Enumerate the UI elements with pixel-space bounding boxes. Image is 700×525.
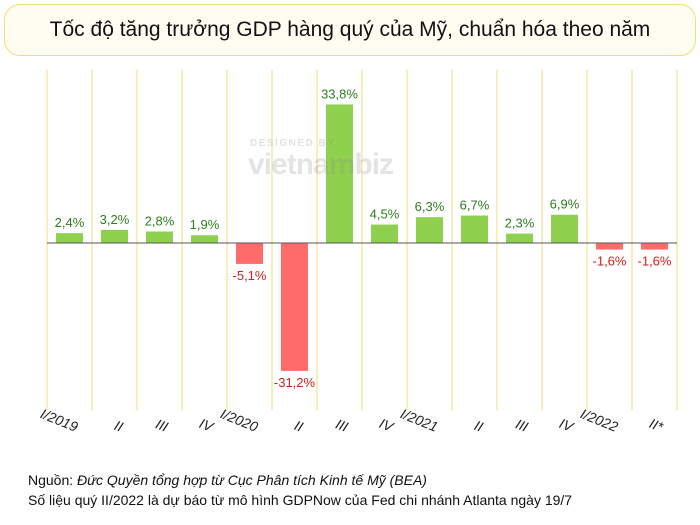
x-tick-label: III (154, 416, 171, 435)
bar (416, 217, 443, 243)
x-tick-label: II (292, 417, 305, 435)
bar (236, 243, 263, 264)
chart-title-box: Tốc độ tăng trưởng GDP hàng quý của Mỹ, … (4, 4, 696, 56)
x-tick-label: III (514, 416, 531, 435)
source-text: Đức Quyền tổng hợp từ Cục Phân tích Kinh… (77, 472, 427, 488)
bar (551, 214, 578, 243)
data-label: 6,9% (550, 197, 580, 212)
chart-area: 2,4% 3,2% 2,8% 1,9% -5,1% -31,2% 33,8% 4,5% 6,3%… (0, 60, 700, 465)
data-label: 1,9% (190, 217, 220, 232)
data-label: -1,6% (593, 254, 627, 269)
source-line: Nguồn: Đức Quyền tổng hợp từ Cục Phân tí… (28, 470, 572, 490)
x-tick-label: III (334, 416, 351, 435)
footnote: Số liệu quý II/2022 là dự báo từ mô hình… (28, 492, 573, 508)
data-label: -5,1% (233, 268, 267, 283)
bar (191, 235, 218, 243)
x-tick-label: I/2022 (578, 405, 620, 434)
bar (596, 243, 623, 250)
bar (56, 233, 83, 243)
x-tick-label: II (472, 417, 485, 435)
bar (146, 231, 173, 243)
source-label: Nguồn: (28, 472, 74, 488)
bar (641, 243, 668, 250)
bar (461, 215, 488, 243)
data-label: 2,3% (505, 216, 535, 231)
bar (101, 229, 128, 243)
x-tick-label: I/2020 (218, 405, 260, 434)
data-label: 6,7% (460, 198, 490, 213)
x-tick-label: II (112, 417, 125, 435)
data-label: -1,6% (638, 254, 672, 269)
x-tick-label: I/2021 (398, 405, 440, 434)
data-label: 6,3% (415, 199, 445, 214)
data-label: 33,8% (321, 86, 358, 101)
data-label: 2,8% (145, 214, 175, 229)
bar (371, 224, 398, 243)
chart-title: Tốc độ tăng trưởng GDP hàng quý của Mỹ, … (49, 18, 651, 41)
data-label: 2,4% (55, 215, 85, 230)
bar-chart: 2,4% 3,2% 2,8% 1,9% -5,1% -31,2% 33,8% 4,5% 6,3%… (38, 70, 678, 435)
data-label: 4,5% (370, 207, 400, 222)
data-label: 3,2% (100, 212, 130, 227)
x-tick-label: IV (557, 415, 577, 435)
x-tick-label: II* (647, 415, 666, 435)
bar (506, 233, 533, 243)
x-tick-label: IV (377, 415, 397, 435)
data-label: -31,2% (274, 375, 316, 390)
chart-footer: Nguồn: Đức Quyền tổng hợp từ Cục Phân tí… (28, 470, 572, 510)
bar (326, 104, 353, 243)
x-tick-label: I/2019 (38, 405, 80, 434)
x-tick-label: IV (197, 415, 217, 435)
bar (281, 243, 308, 371)
